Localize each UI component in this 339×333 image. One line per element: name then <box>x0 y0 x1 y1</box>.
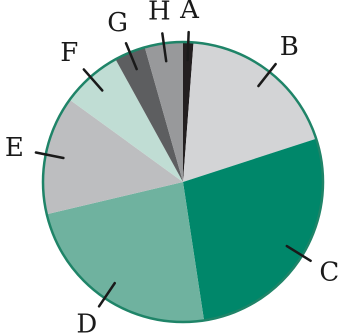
slice-label-h: H <box>148 0 171 27</box>
slice-label-g: G <box>107 8 128 38</box>
leader-line-g <box>124 41 138 71</box>
pie-slice-e <box>43 99 183 215</box>
leader-line-c <box>285 244 312 263</box>
leader-lines <box>34 30 312 308</box>
leader-line-f <box>82 68 104 92</box>
pie-slice-f <box>69 59 183 182</box>
slice-label-d: D <box>76 310 97 333</box>
slice-label-f: F <box>60 38 78 68</box>
pie-slice-g <box>115 47 183 182</box>
pie-slice-a <box>183 42 194 182</box>
leader-line-e <box>34 151 65 160</box>
pie-slice-c <box>183 138 324 321</box>
pie-slice-d <box>46 182 205 322</box>
leader-line-a <box>186 30 190 62</box>
leader-line-d <box>97 281 116 308</box>
leader-line-b <box>257 62 277 88</box>
pie-outline <box>41 40 325 324</box>
pie-slice-b <box>183 42 317 183</box>
slice-label-a: A <box>179 0 200 25</box>
slice-labels: A B C D E FG H <box>5 0 339 333</box>
pie-slice-h <box>144 42 183 182</box>
slice-label-c: C <box>319 257 339 287</box>
pie-slices <box>43 42 324 322</box>
slice-label-b: B <box>280 32 299 62</box>
leader-line-h <box>161 32 168 63</box>
slice-label-e: E <box>5 133 24 163</box>
